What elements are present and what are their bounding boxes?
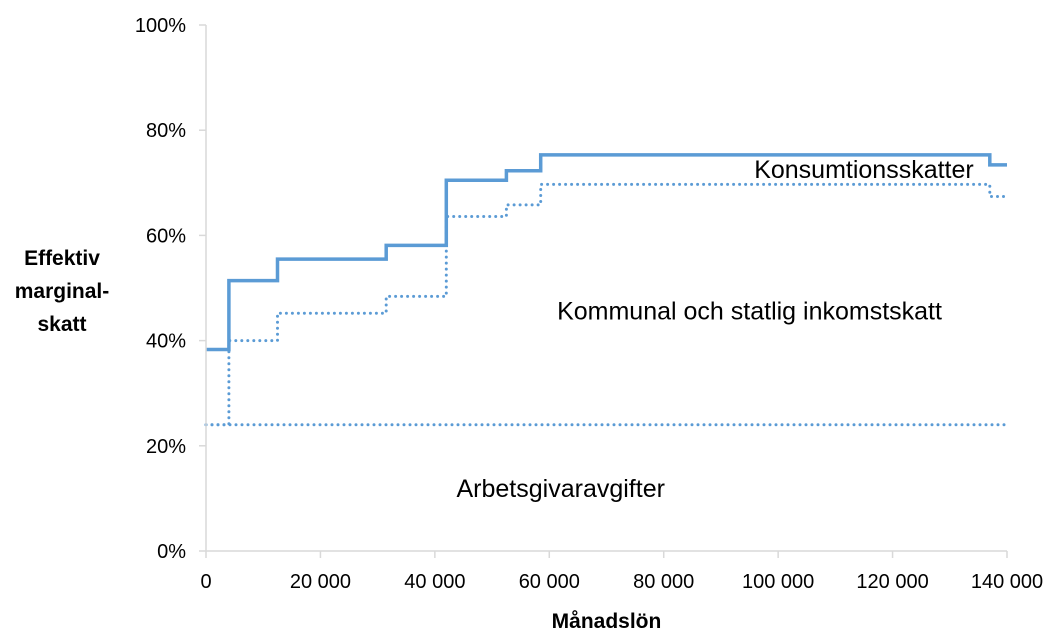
y-tick-label: 60%	[146, 225, 186, 247]
x-tick-label: 140 000	[971, 571, 1043, 593]
x-tick-label: 0	[200, 571, 211, 593]
x-tick-label: 100 000	[742, 571, 814, 593]
region-label: Kommunal och statlig inkomstskatt	[557, 298, 942, 326]
region-label: Arbetsgivaravgifter	[457, 475, 665, 503]
y-tick-label: 40%	[146, 331, 186, 353]
axes-layer	[199, 24, 1008, 558]
y-axis-title-line: skatt	[37, 313, 86, 336]
x-tick-label: 60 000	[519, 571, 580, 593]
y-axis-title-line: Effektiv	[24, 247, 100, 270]
y-tick-label: 100%	[135, 15, 186, 37]
y-tick-label: 80%	[146, 120, 186, 142]
y-tick-label: 0%	[157, 541, 186, 563]
y-axis-title-line: marginal-	[15, 280, 110, 303]
series-layer	[204, 153, 1009, 427]
x-tick-label: 80 000	[633, 571, 694, 593]
x-tick-label: 120 000	[856, 571, 928, 593]
y-tick-label: 20%	[146, 436, 186, 458]
series-line-1	[204, 182, 1009, 427]
x-tick-label: 20 000	[290, 571, 351, 593]
text-layer: 0% 20% 40% 60% 80% 100% 0 20 000 40 000 60 000 80 …	[15, 15, 1043, 633]
series-line-0	[206, 153, 1007, 352]
region-label: Konsumtionsskatter	[754, 156, 974, 184]
x-axis-title: Månadslön	[552, 610, 662, 633]
x-tick-label: 40 000	[404, 571, 465, 593]
